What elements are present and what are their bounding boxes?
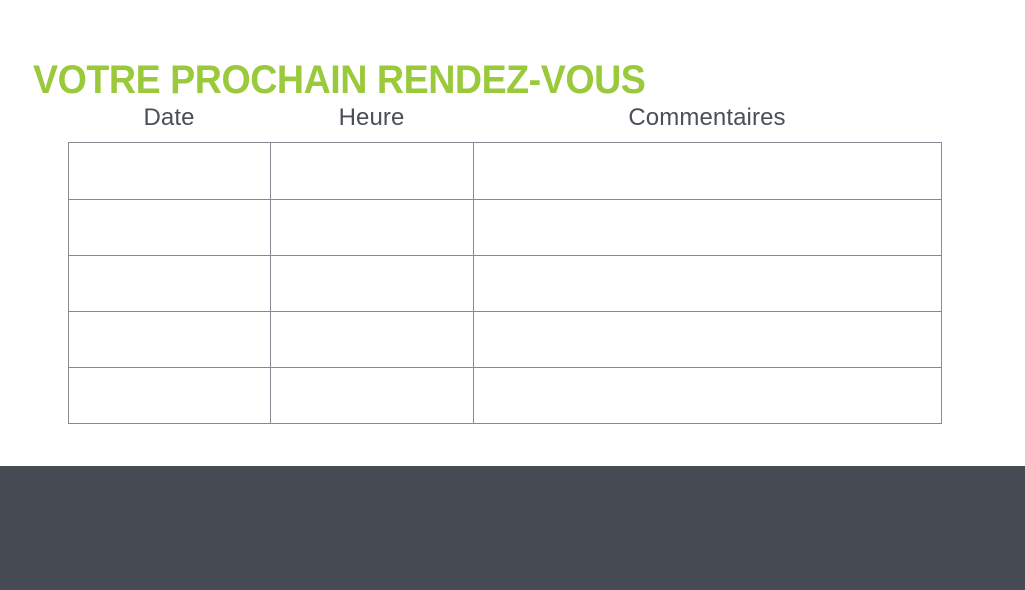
cell-commentaires[interactable] xyxy=(473,367,942,424)
cell-date[interactable] xyxy=(68,199,271,256)
cell-heure[interactable] xyxy=(270,311,474,368)
cell-heure[interactable] xyxy=(270,199,474,256)
cell-date[interactable] xyxy=(68,142,271,200)
table-row xyxy=(68,367,942,424)
cell-date[interactable] xyxy=(68,311,271,368)
column-header-commentaires: Commentaires xyxy=(628,104,786,131)
table-row xyxy=(68,311,942,368)
appointments-table xyxy=(68,142,942,424)
cell-date[interactable] xyxy=(68,255,271,312)
table-row xyxy=(68,142,942,200)
column-header-heure: Heure xyxy=(338,104,405,131)
table-row xyxy=(68,255,942,312)
cell-commentaires[interactable] xyxy=(473,255,942,312)
table-row xyxy=(68,199,942,256)
footer-band xyxy=(0,466,1025,590)
page-title: VOTRE PROCHAIN RENDEZ-VOUS xyxy=(33,57,646,102)
cell-commentaires[interactable] xyxy=(473,311,942,368)
cell-heure[interactable] xyxy=(270,367,474,424)
cell-heure[interactable] xyxy=(270,142,474,200)
cell-heure[interactable] xyxy=(270,255,474,312)
cell-commentaires[interactable] xyxy=(473,199,942,256)
column-header-date: Date xyxy=(143,104,195,131)
cell-commentaires[interactable] xyxy=(473,142,942,200)
table-column-headers: Date Heure Commentaires xyxy=(68,100,941,136)
cell-date[interactable] xyxy=(68,367,271,424)
